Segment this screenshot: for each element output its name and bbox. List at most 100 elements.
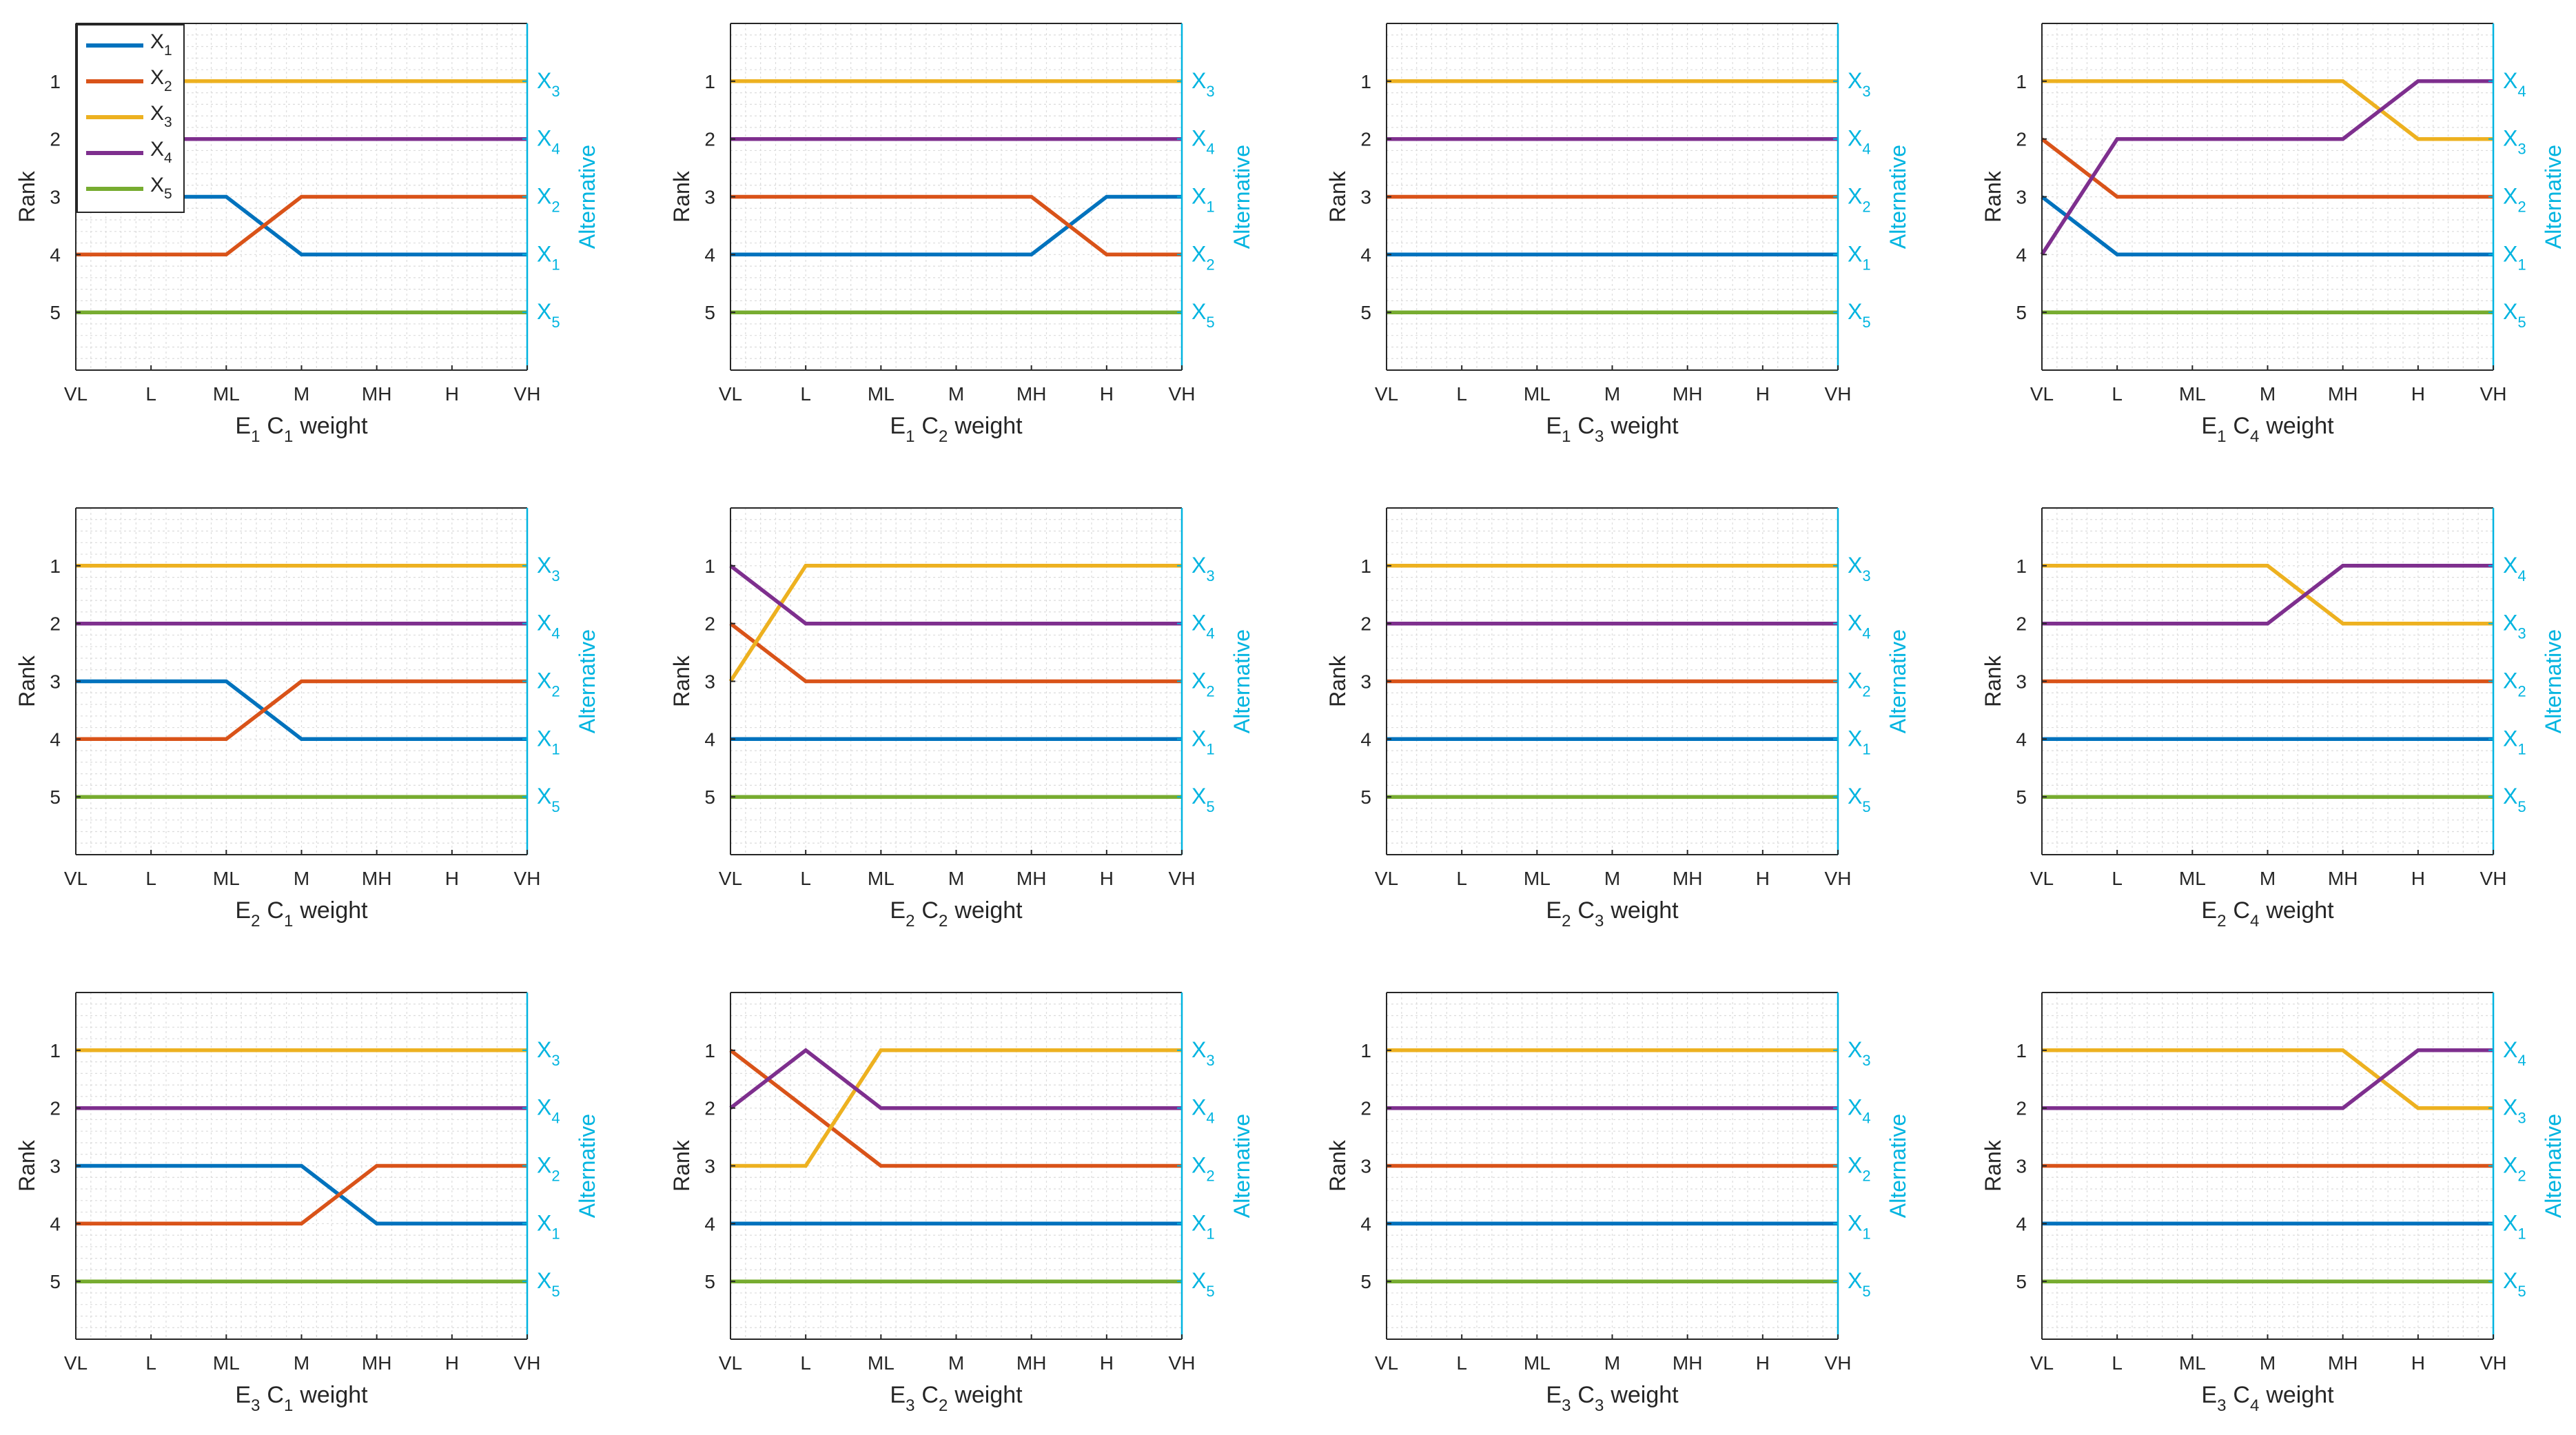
x-tick-label: MH <box>2328 1352 2358 1374</box>
x-tick-label: VL <box>1375 868 1398 889</box>
y-tick-label: 1 <box>704 556 715 577</box>
y-tick-label: 3 <box>2016 1156 2027 1177</box>
y-tick-label: 5 <box>704 786 715 808</box>
series-line-x2 <box>730 194 1182 257</box>
right-alt-subscript: 2 <box>1206 1168 1214 1185</box>
x-tick-label: ML <box>1524 1352 1551 1374</box>
right-alt-label: X2 <box>1192 1153 1215 1185</box>
legend-label: X4 <box>150 138 172 166</box>
x-tick-label: MH <box>2328 868 2358 889</box>
right-alt-subscript: 1 <box>1206 740 1214 757</box>
y-tick-label: 3 <box>2016 187 2027 208</box>
y-tick-label: 2 <box>1360 129 1371 150</box>
x-tick-label: VH <box>1825 868 1852 889</box>
x-label-suffix: weight <box>954 897 1023 924</box>
y-axis-label: Rank <box>14 170 39 223</box>
right-alt-subscript: 2 <box>551 199 560 216</box>
x-label-suffix: weight <box>1610 1382 1679 1408</box>
legend-prefix: X <box>150 102 164 125</box>
series-line-x2 <box>76 679 527 742</box>
right-axis-label: Alternative <box>1885 145 1910 249</box>
right-alt-label: X2 <box>1848 669 1871 700</box>
right-alt-label: X3 <box>1192 553 1215 584</box>
right-alt-prefix: X <box>1848 126 1862 151</box>
right-alt-prefix: X <box>1192 784 1206 808</box>
legend-subscript: 1 <box>164 43 172 59</box>
right-alt-subscript: 2 <box>2517 683 2526 700</box>
x-tick-label: VH <box>1169 1352 1196 1374</box>
y-tick-label: 4 <box>2016 729 2027 750</box>
right-alt-label: X2 <box>537 1153 560 1185</box>
right-alt-prefix: X <box>1848 1037 1862 1062</box>
right-alt-prefix: X <box>1848 68 1862 93</box>
series-line-x4 <box>2042 1048 2493 1110</box>
x-tick-label: L <box>145 868 156 889</box>
legend-subscript: 2 <box>164 79 172 94</box>
x-label-c: C <box>1577 897 1595 924</box>
right-alt-prefix: X <box>1192 241 1206 266</box>
x-label-suffix: weight <box>299 1382 368 1408</box>
y-tick-label: 3 <box>704 1156 715 1177</box>
y-tick-label: 4 <box>1360 729 1371 750</box>
x-label-c: C <box>2233 413 2250 439</box>
y-tick-label: 2 <box>704 1098 715 1119</box>
x-tick-label: VH <box>1825 1352 1852 1374</box>
x-tick-label: VH <box>1169 383 1196 405</box>
right-alt-label: X1 <box>1848 726 1871 757</box>
y-tick-label: 5 <box>1360 302 1371 323</box>
right-alt-prefix: X <box>1192 669 1206 693</box>
y-tick-label: 4 <box>50 729 61 750</box>
x-tick-label: VL <box>1375 1352 1398 1374</box>
right-alt-label: X5 <box>2503 299 2526 331</box>
right-alt-label: X5 <box>537 299 560 331</box>
right-alt-prefix: X <box>2503 299 2517 324</box>
x-label-criterion-subscript: 2 <box>939 427 948 446</box>
right-alt-subscript: 5 <box>1862 314 1870 331</box>
right-alt-label: X3 <box>1848 1037 1871 1069</box>
right-alt-label: X5 <box>1192 1268 1215 1300</box>
x-tick-label: H <box>2411 383 2425 405</box>
right-alt-prefix: X <box>2503 726 2517 751</box>
x-label-e: E <box>235 897 251 924</box>
x-tick-label: M <box>294 383 309 405</box>
right-alt-label: X5 <box>537 1268 560 1300</box>
x-tick-label: ML <box>2179 1352 2206 1374</box>
right-alt-prefix: X <box>1192 726 1206 751</box>
y-tick-label: 2 <box>704 129 715 150</box>
y-tick-label: 1 <box>50 556 61 577</box>
y-axis-label: Rank <box>14 1139 39 1192</box>
y-tick-label: 1 <box>704 71 715 92</box>
x-axis-label: E1 C2 weight <box>890 413 1023 446</box>
x-tick-label: VH <box>2480 868 2507 889</box>
y-tick-label: 2 <box>704 613 715 635</box>
y-tick-label: 1 <box>1360 71 1371 92</box>
right-alt-subscript: 1 <box>2517 1225 2526 1242</box>
right-alt-label: X1 <box>537 726 560 757</box>
right-alt-subscript: 1 <box>551 256 560 273</box>
right-alt-prefix: X <box>1848 726 1862 751</box>
right-alt-subscript: 2 <box>551 1168 560 1185</box>
right-axis-label: Alternative <box>575 1114 600 1218</box>
right-alt-subscript: 1 <box>1206 1225 1214 1242</box>
x-label-expert-subscript: 1 <box>2217 427 2226 446</box>
y-tick-label: 3 <box>2016 671 2027 693</box>
x-label-criterion-subscript: 3 <box>1595 1396 1604 1415</box>
x-tick-label: ML <box>213 868 240 889</box>
x-label-e: E <box>235 413 251 439</box>
y-tick-label: 4 <box>50 244 61 265</box>
y-tick-label: 5 <box>1360 786 1371 808</box>
x-label-expert-subscript: 1 <box>1562 427 1571 446</box>
right-alt-prefix: X <box>1192 126 1206 151</box>
x-label-suffix: weight <box>1610 897 1679 924</box>
right-alt-label: X3 <box>1192 1037 1215 1069</box>
right-alt-subscript: 3 <box>1206 567 1214 584</box>
right-alt-subscript: 2 <box>2517 199 2526 216</box>
x-tick-label: H <box>1756 868 1770 889</box>
right-alt-label: X1 <box>1192 184 1215 216</box>
right-alt-prefix: X <box>2503 126 2517 151</box>
x-tick-label: L <box>1456 383 1467 405</box>
right-alt-subscript: 1 <box>551 740 560 757</box>
right-alt-prefix: X <box>2503 784 2517 808</box>
